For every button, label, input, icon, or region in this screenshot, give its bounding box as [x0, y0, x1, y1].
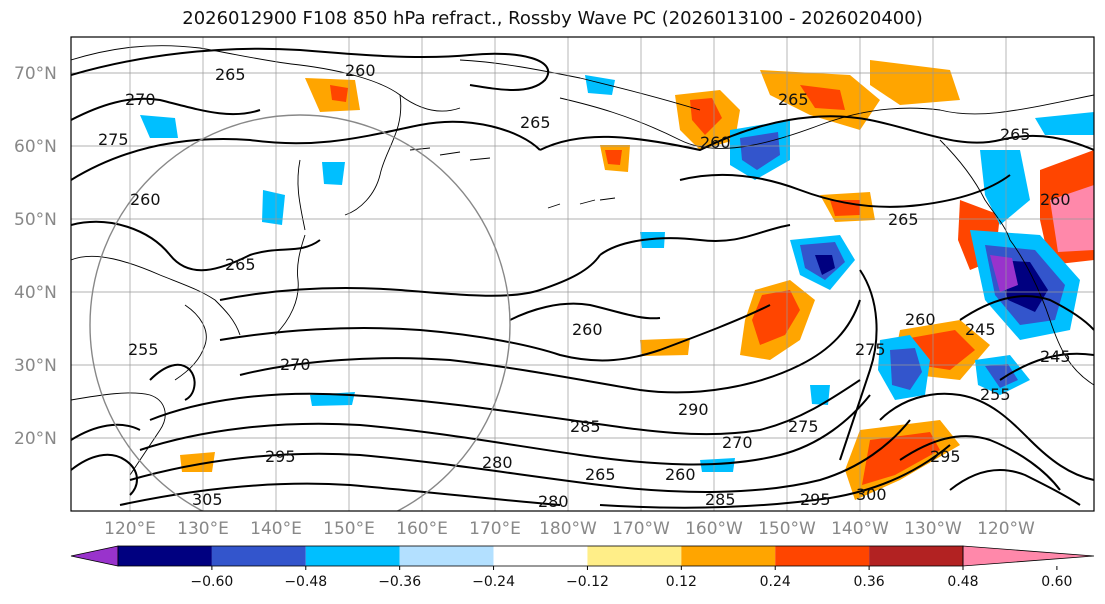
contour-label: 260	[665, 465, 696, 484]
contour-label: 260	[1040, 190, 1071, 209]
contour-label: 245	[1040, 347, 1071, 366]
colorbar-segment	[775, 546, 870, 566]
colorbar-extend-low	[70, 545, 119, 567]
lat-label: 50°N	[14, 210, 57, 230]
colorbar-segment	[869, 546, 963, 566]
lon-label: 180°W	[539, 519, 597, 539]
lon-label: 150°E	[323, 519, 375, 539]
contour-label: 285	[705, 490, 736, 509]
contour-label: 280	[538, 492, 569, 511]
colorbar-tick-label: −0.24	[472, 574, 515, 590]
contour-label: 275	[855, 340, 886, 359]
colorbar-tick-label: −0.12	[566, 574, 609, 590]
longitude-labels: 120°E 130°E 140°E 150°E 160°E 170°E 180°…	[104, 519, 1035, 539]
contour-label: 265	[1000, 125, 1031, 144]
contour-label: 280	[482, 453, 513, 472]
lat-label: 30°N	[14, 356, 57, 376]
colorbar-segment	[118, 546, 212, 566]
colorbar-segment	[493, 546, 588, 566]
lon-label: 130°E	[177, 519, 229, 539]
contour-label: 260	[345, 61, 376, 80]
lon-label: 160°E	[396, 519, 448, 539]
contour-label: 260	[572, 320, 603, 339]
lon-label: 150°W	[758, 519, 816, 539]
contour-label: 260	[905, 310, 936, 329]
colorbar-segment	[211, 546, 306, 566]
lon-label: 140°E	[250, 519, 302, 539]
colorbar-segment	[681, 546, 776, 566]
lon-label: 130°W	[904, 519, 962, 539]
contour-label: 275	[98, 130, 129, 149]
gridlines	[71, 37, 1094, 511]
reference-circle	[89, 114, 511, 511]
colorbar-segment	[305, 546, 400, 566]
contour-label: 295	[265, 447, 296, 466]
colorbar-tick-label: −0.60	[190, 574, 233, 590]
colorbar-segment	[587, 546, 682, 566]
lat-label: 70°N	[14, 64, 57, 84]
colorbar-tick-label: 0.60	[1041, 574, 1072, 590]
contour-label: 295	[930, 447, 961, 466]
contour-label: 260	[130, 190, 161, 209]
lat-label: 40°N	[14, 283, 57, 303]
contour-label: 265	[585, 465, 616, 484]
contour-label: 260	[700, 133, 731, 152]
lon-label: 140°W	[831, 519, 889, 539]
contour-label: 245	[965, 320, 996, 339]
colorbar-tick-label: 0.48	[947, 574, 978, 590]
contour-label: 270	[722, 433, 753, 452]
colorbar-tick-label: −0.36	[378, 574, 421, 590]
lat-label: 20°N	[14, 429, 57, 449]
contour-label: 265	[778, 90, 809, 109]
lat-label: 60°N	[14, 137, 57, 157]
lon-label: 170°E	[469, 519, 521, 539]
contour-label: 255	[128, 340, 159, 359]
lon-label: 120°W	[977, 519, 1035, 539]
lon-label: 160°W	[685, 519, 743, 539]
lon-label: 170°W	[612, 519, 670, 539]
contour-label: 255	[980, 385, 1011, 404]
contour-label: 270	[280, 355, 311, 374]
contour-label: 265	[215, 65, 246, 84]
contour-label: 300	[856, 485, 887, 504]
colorbar-tick-label: 0.36	[854, 574, 885, 590]
map-title: 2026012900 F108 850 hPa refract., Rossby…	[182, 8, 923, 29]
colorbar-outline	[117, 545, 964, 567]
contour-label: 265	[888, 210, 919, 229]
colorbar-tick-label: 0.12	[666, 574, 697, 590]
contour-label: 265	[225, 255, 256, 274]
map-frame	[70, 36, 1095, 512]
contour-label: 265	[520, 113, 551, 132]
colorbar-tick-label: 0.24	[760, 574, 791, 590]
colorbar-tick-label: −0.48	[284, 574, 327, 590]
latitude-labels: 70°N 60°N 50°N 40°N 30°N 20°N	[14, 64, 57, 449]
contour-label: 275	[788, 417, 819, 436]
shaded-anomalies	[140, 60, 1094, 500]
contour-label: 290	[678, 400, 709, 419]
colorbar-extend-high	[962, 545, 1095, 567]
lon-label: 120°E	[104, 519, 156, 539]
contour-label: 270	[125, 90, 156, 109]
contour-label: 295	[800, 490, 831, 509]
contour-lines	[71, 47, 1094, 509]
contour-label-group: 265 260 270 275 260 265 265 260 265 265 …	[98, 61, 1071, 511]
contour-label: 285	[570, 417, 601, 436]
colorbar: −0.60 −0.48 −0.36 −0.24 −0.12 0.12 0.24 0.36 0.4…	[70, 545, 1095, 590]
colorbar-segment	[399, 546, 494, 566]
contour-label: 305	[192, 490, 223, 509]
